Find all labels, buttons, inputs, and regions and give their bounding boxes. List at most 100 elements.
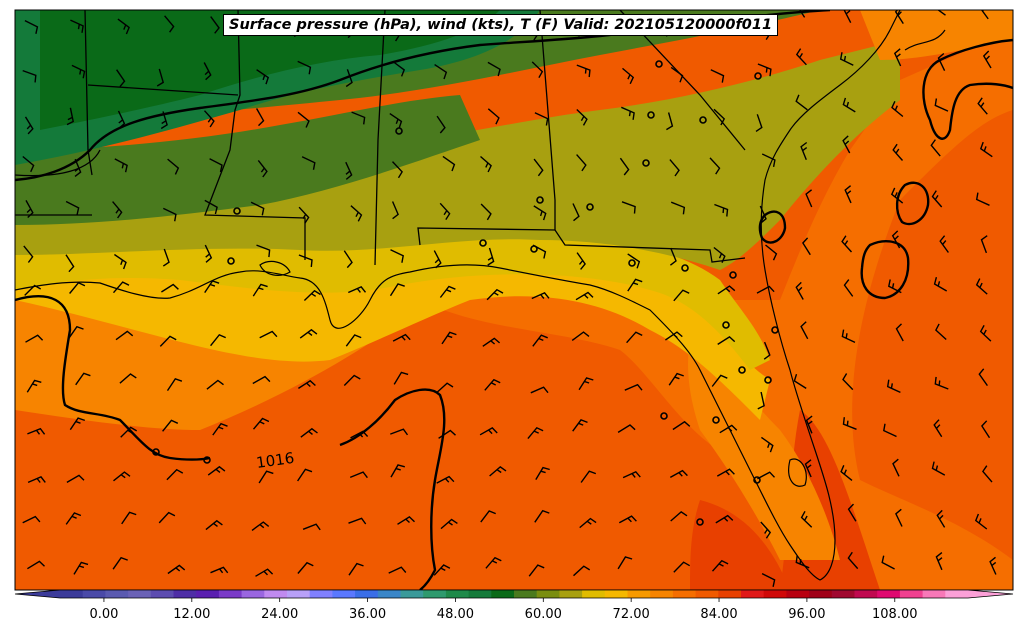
wind-barb <box>206 379 224 390</box>
wind-barb <box>576 64 591 78</box>
wind-barb <box>576 154 587 172</box>
wind-barb <box>23 245 34 263</box>
wind-barb <box>348 517 367 525</box>
wind-barb <box>847 503 857 522</box>
wind-barb <box>580 470 597 483</box>
colorbar-tick-label: 84.00 <box>700 607 738 622</box>
wind-barb <box>714 203 729 217</box>
wind-barb <box>397 516 415 525</box>
wind-barb <box>843 279 854 297</box>
wind-barb <box>480 510 496 523</box>
colorbar-segment <box>60 590 84 598</box>
wind-barb <box>757 391 765 410</box>
wind-barb <box>390 428 409 436</box>
calm-wind-circle <box>729 271 737 279</box>
wind-barb <box>436 115 446 134</box>
wind-barb <box>795 281 804 300</box>
wind-barb <box>974 513 988 530</box>
wind-barb <box>624 383 643 391</box>
colorbar-tick-label: 60.00 <box>524 607 562 622</box>
wind-barb <box>393 371 409 385</box>
wind-barb <box>303 289 321 302</box>
wind-barb <box>989 556 997 575</box>
wind-barb <box>892 458 900 477</box>
calm-wind-circle <box>647 111 655 119</box>
wind-barb <box>207 465 226 476</box>
wind-barb <box>298 254 313 267</box>
colorbar-tick-label: 24.00 <box>261 607 299 622</box>
wind-barb <box>719 424 738 434</box>
colorbar-segment <box>536 590 560 598</box>
wind-barb <box>626 331 643 344</box>
wind-barb <box>297 468 313 482</box>
wind-barb <box>65 200 80 215</box>
calm-wind-circle <box>660 412 668 420</box>
wind-barb <box>579 517 597 529</box>
wind-barb <box>713 246 726 263</box>
wind-barb <box>576 252 586 270</box>
wind-barb <box>391 161 403 179</box>
wind-barb <box>255 568 274 577</box>
wind-barbs <box>22 10 997 587</box>
wind-barb <box>891 101 904 118</box>
wind-barb <box>757 63 772 77</box>
wind-barb <box>670 201 686 215</box>
wind-barb <box>804 459 812 478</box>
calm-wind-circle <box>227 257 235 265</box>
wind-barb <box>433 564 451 576</box>
wind-barb <box>805 189 813 208</box>
wind-barb <box>252 283 268 297</box>
wind-barb <box>763 341 771 360</box>
wind-barb <box>622 470 641 479</box>
wind-barb <box>252 417 270 430</box>
wind-barb <box>440 518 458 530</box>
wind-barb <box>389 113 403 129</box>
wind-barb <box>978 368 988 387</box>
wind-barb <box>484 378 501 391</box>
wind-barb <box>573 565 591 577</box>
wind-barb <box>939 235 949 253</box>
colorbar-segment <box>650 590 674 598</box>
colorbar-segment <box>468 590 492 598</box>
wind-barb <box>533 205 547 221</box>
colorbar-segment <box>218 590 243 598</box>
wind-barb <box>793 373 807 389</box>
wind-barb <box>22 155 35 173</box>
wind-barb <box>799 10 806 18</box>
wind-barb <box>27 476 46 484</box>
wind-barb <box>256 69 270 85</box>
calm-wind-circle <box>754 72 762 80</box>
wind-barb <box>392 60 406 77</box>
wind-barb <box>27 560 45 570</box>
wind-barb <box>531 292 550 300</box>
wind-barb <box>24 19 39 34</box>
wind-barb <box>297 561 314 574</box>
colorbar-segment <box>150 590 174 598</box>
wind-barb <box>841 235 853 253</box>
wind-barb <box>981 420 991 439</box>
wind-barb <box>618 515 637 524</box>
wind-barb <box>669 247 677 266</box>
colorbar-tick-label: 72.00 <box>612 607 650 622</box>
wind-barb <box>121 511 137 525</box>
wind-barb <box>535 466 550 480</box>
wind-barb <box>934 376 949 390</box>
wind-barb <box>212 422 228 436</box>
wind-barb <box>668 372 684 386</box>
calm-wind-circle <box>536 196 544 204</box>
colorbar-segment <box>854 590 878 598</box>
calm-wind-circle <box>753 476 761 484</box>
wind-barb <box>847 551 859 570</box>
wind-barb <box>802 237 811 256</box>
wind-barb <box>345 69 353 88</box>
wind-barb <box>257 159 268 178</box>
colorbar-tick-label: 48.00 <box>436 607 475 622</box>
wind-barb <box>299 328 318 339</box>
wind-barb <box>578 377 594 391</box>
wind-barb <box>617 556 633 570</box>
wind-barb <box>439 285 456 298</box>
wind-barb <box>65 254 75 273</box>
colorbar-segment <box>128 590 152 598</box>
wind-barb <box>795 94 808 111</box>
wind-barb <box>842 135 851 154</box>
